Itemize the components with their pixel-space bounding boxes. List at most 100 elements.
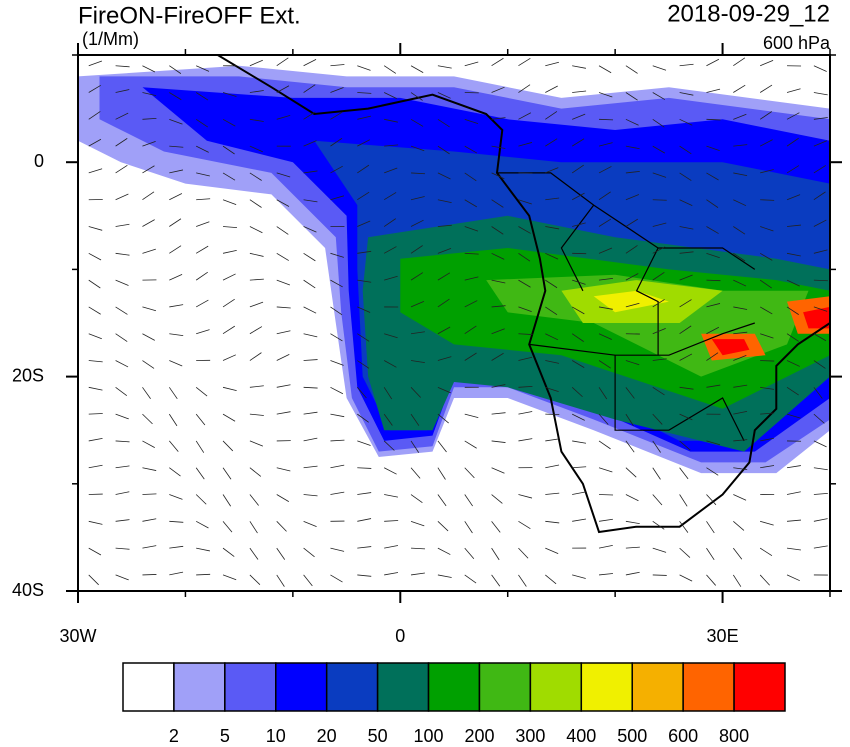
wind-barb (249, 494, 259, 506)
wind-barb (303, 199, 318, 203)
wind-barb (786, 547, 801, 551)
wind-barb (357, 387, 367, 399)
wind-barb (169, 145, 184, 148)
wind-barb (545, 306, 558, 315)
wind-barb (786, 279, 800, 287)
wind-barb (88, 547, 102, 556)
wind-barb (464, 252, 479, 255)
wind-barb (572, 113, 586, 120)
wind-barb (276, 330, 291, 335)
wind-barb (813, 440, 827, 448)
wind-barb (276, 226, 289, 235)
wind-barb (410, 520, 425, 527)
wind-barb (813, 492, 828, 495)
wind-barb (625, 546, 640, 549)
wind-barb (249, 145, 263, 153)
wind-barb (357, 92, 372, 94)
wind-barb (652, 246, 666, 254)
wind-barb (303, 359, 318, 361)
wind-barb (491, 574, 501, 587)
wind-barb (786, 386, 799, 396)
border (529, 322, 755, 356)
wind-barb (249, 574, 261, 585)
wind-barb (249, 385, 264, 388)
wind-barb (195, 413, 206, 426)
wind-barb (437, 356, 452, 361)
y-tick-label: 40S (12, 580, 44, 600)
date: 2018-09-29_12 (667, 0, 830, 27)
wind-barb (88, 279, 101, 289)
wind-barb (598, 191, 611, 201)
wind-barb (679, 172, 692, 181)
wind-barb (491, 172, 505, 180)
wind-barb (545, 547, 559, 555)
wind-barb (195, 245, 209, 254)
wind-barb (706, 172, 719, 181)
wind-barb (168, 387, 178, 400)
wind-barb (733, 384, 748, 388)
wind-barb (518, 438, 533, 442)
wind-barb (196, 329, 210, 335)
wind-barb (545, 520, 560, 524)
wind-barb (357, 306, 371, 313)
wind-barb (545, 252, 559, 260)
colorbar-label: 50 (368, 726, 388, 746)
wind-barb (330, 87, 344, 93)
wind-barb (759, 139, 773, 147)
wind-barb (410, 572, 425, 576)
wind-barb (276, 199, 290, 207)
wind-barb (195, 118, 209, 128)
wind-barb (786, 137, 799, 147)
wind-barb (652, 413, 663, 425)
wind-barb (759, 111, 772, 120)
wind-barb (491, 145, 506, 149)
wind-barb (491, 117, 506, 120)
wind-barb (196, 573, 211, 576)
wind-barb (679, 325, 692, 335)
wind-barb (786, 360, 800, 367)
wind-barb (545, 138, 558, 147)
wind-barb (545, 111, 558, 120)
wind-barb (330, 360, 344, 366)
wind-barb (786, 333, 799, 342)
wind-barb (195, 467, 205, 480)
wind-barb (491, 352, 504, 361)
wind-barb (598, 306, 613, 310)
wind-barb (813, 279, 828, 282)
wind-barb (88, 111, 101, 120)
wind-barb (518, 112, 531, 120)
wind-barb (303, 465, 318, 469)
wind-barb (706, 547, 715, 561)
wind-barb (276, 279, 291, 286)
wind-barb (732, 574, 742, 587)
y-tick-label: 20S (12, 365, 44, 385)
wind-barb (357, 492, 372, 495)
wind-barb (652, 328, 666, 335)
wind-barb (625, 571, 640, 576)
wind-barb (88, 138, 102, 147)
wind-barb (410, 440, 420, 453)
wind-barb (330, 252, 344, 258)
wind-barb (679, 467, 689, 480)
wind-barb (303, 226, 317, 233)
wind-barb (276, 574, 285, 587)
wind-barb (410, 118, 424, 127)
wind-barb (759, 547, 773, 557)
wind-barb (88, 226, 103, 231)
wind-barb (625, 520, 640, 525)
wind-barb (169, 65, 182, 74)
wind-barb (706, 88, 721, 93)
wind-barb (545, 413, 560, 416)
wind-barb (760, 465, 775, 469)
wind-barb (276, 384, 291, 388)
wind-barb (88, 574, 99, 586)
wind-barb (195, 145, 209, 153)
wind-barb (437, 413, 449, 424)
wind-barb (572, 518, 587, 522)
wind-barb (115, 413, 129, 420)
wind-barb (706, 494, 717, 506)
wind-barb (625, 194, 640, 201)
colorbar-box (173, 662, 226, 712)
wind-barb (464, 199, 477, 208)
wind-barb (410, 65, 424, 73)
